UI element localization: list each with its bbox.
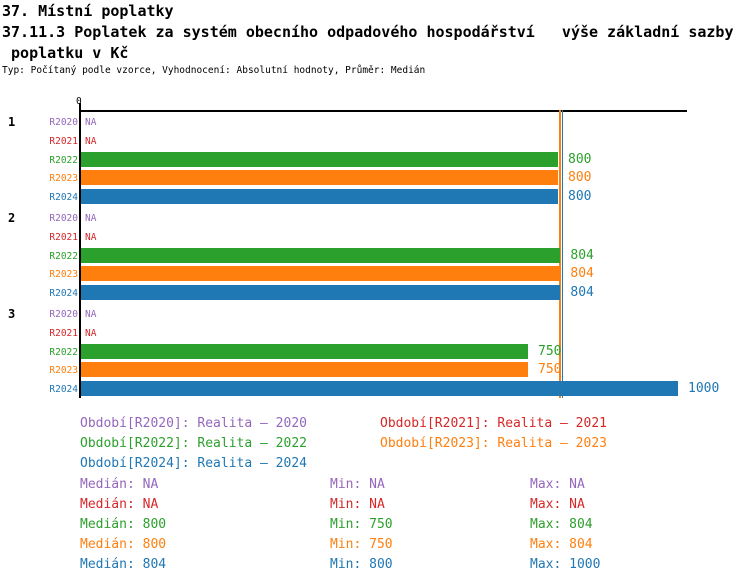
na-value-label: NA: [85, 117, 97, 128]
legend-item-R2021: Období[R2021]: Realita – 2021: [380, 416, 607, 431]
series-row-label: R2023: [49, 365, 78, 377]
bar-value-label: 804: [570, 266, 594, 282]
group-label: 3: [8, 307, 16, 321]
stat-max-R2020: Max: NA: [530, 477, 585, 492]
bar-value-label: 750: [538, 362, 562, 378]
bar-1-R2023: [81, 170, 558, 186]
series-row-label: R2023: [49, 173, 78, 185]
median-line-R2024: [561, 110, 564, 398]
bar-value-label: 800: [568, 189, 592, 205]
series-row-label: R2023: [49, 269, 78, 281]
series-row-label: R2020: [49, 117, 78, 128]
stat-median-R2024: Medián: 804: [80, 557, 167, 572]
legend-item-R2022: Období[R2022]: Realita – 2022: [80, 436, 307, 451]
chart-subtitle-line1: 37.11.3 Poplatek za systém obecního odpa…: [2, 23, 734, 41]
bar-3-R2024: [81, 381, 678, 397]
chart-meta: Typ: Počítaný podle vzorce, Vyhodnocení:…: [2, 65, 426, 76]
na-value-label: NA: [85, 327, 97, 339]
chart-subtitle-line2: poplatku v Kč: [2, 44, 129, 62]
x-axis-line: [79, 110, 687, 112]
bar-1-R2024: [81, 189, 558, 205]
series-row-label: R2024: [49, 288, 78, 300]
na-value-label: NA: [85, 309, 97, 320]
y-axis-line: [79, 110, 81, 398]
stat-min-R2023: Min: 750: [330, 537, 393, 552]
bar-2-R2024: [81, 285, 561, 301]
series-row-label: R2022: [49, 250, 78, 262]
group-label: 1: [8, 115, 16, 129]
bar-3-R2022: [81, 343, 528, 359]
stat-max-R2024: Max: 1000: [530, 557, 601, 572]
stat-median-R2023: Medián: 800: [80, 537, 167, 552]
series-row-label: R2022: [49, 346, 78, 358]
bar-value-label: 800: [568, 170, 592, 186]
series-row-label: R2021: [49, 231, 78, 243]
bar-value-label: 804: [570, 285, 594, 301]
stat-max-R2022: Max: 804: [530, 517, 593, 532]
stat-min-R2024: Min: 800: [330, 557, 393, 572]
stat-max-R2021: Max: NA: [530, 497, 585, 512]
series-row-label: R2024: [49, 192, 78, 204]
bar-value-label: 800: [568, 151, 592, 167]
bar-1-R2022: [81, 151, 558, 167]
stat-median-R2021: Medián: NA: [80, 497, 159, 512]
stat-max-R2023: Max: 804: [530, 537, 593, 552]
na-value-label: NA: [85, 213, 97, 224]
series-row-label: R2021: [49, 135, 78, 147]
na-value-label: NA: [85, 135, 97, 147]
chart-title: 37. Místní poplatky: [2, 2, 174, 20]
zero-tick: [79, 103, 81, 110]
na-value-label: NA: [85, 231, 97, 243]
stat-median-R2022: Medián: 800: [80, 517, 167, 532]
series-row-label: R2020: [49, 309, 78, 320]
bar-value-label: 804: [570, 247, 594, 263]
stat-min-R2022: Min: 750: [330, 517, 393, 532]
bar-2-R2022: [81, 247, 561, 263]
stat-median-R2020: Medián: NA: [80, 477, 159, 492]
bar-2-R2023: [81, 266, 561, 282]
stat-min-R2021: Min: NA: [330, 497, 385, 512]
stat-min-R2020: Min: NA: [330, 477, 385, 492]
series-row-label: R2022: [49, 154, 78, 166]
zero-tick-label: 0: [76, 96, 82, 107]
bar-value-label: 1000: [688, 381, 720, 397]
series-row-label: R2021: [49, 327, 78, 339]
series-row-label: R2020: [49, 213, 78, 224]
legend-item-R2020: Období[R2020]: Realita – 2020: [80, 416, 307, 431]
series-row-label: R2024: [49, 384, 78, 396]
group-label: 2: [8, 211, 16, 225]
legend-item-R2023: Období[R2023]: Realita – 2023: [380, 436, 607, 451]
legend-item-R2024: Období[R2024]: Realita – 2024: [80, 456, 307, 471]
bar-3-R2023: [81, 362, 528, 378]
bar-value-label: 750: [538, 343, 562, 359]
